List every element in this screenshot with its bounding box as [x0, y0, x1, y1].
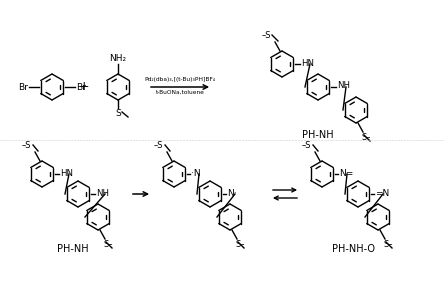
Text: NH: NH: [96, 188, 109, 197]
Text: PH-NH: PH-NH: [302, 130, 334, 140]
Text: N=: N=: [339, 169, 353, 177]
Text: Br: Br: [76, 83, 86, 91]
Text: t-BuONa,toluene: t-BuONa,toluene: [155, 90, 204, 95]
Text: PH-NH: PH-NH: [57, 244, 89, 254]
Text: S–: S–: [235, 240, 245, 249]
Text: –S: –S: [262, 31, 271, 40]
Text: +: +: [79, 80, 89, 94]
Text: S: S: [115, 109, 121, 118]
Text: HN: HN: [60, 169, 73, 177]
Text: Br: Br: [18, 83, 28, 91]
Text: =N: =N: [375, 188, 389, 197]
Text: N·: N·: [227, 188, 237, 197]
Text: –S: –S: [301, 141, 311, 150]
Text: Pd₂(dba)₃,[(t-Bu)₃PH]BF₄: Pd₂(dba)₃,[(t-Bu)₃PH]BF₄: [144, 77, 215, 82]
Text: NH₂: NH₂: [109, 54, 127, 63]
Text: HN: HN: [301, 58, 314, 67]
Text: ·N: ·N: [191, 169, 201, 177]
Text: S–: S–: [103, 240, 112, 249]
Text: NH: NH: [337, 81, 350, 91]
Text: –S: –S: [21, 141, 31, 150]
Text: PH-NH-O: PH-NH-O: [332, 244, 374, 254]
Text: S–: S–: [361, 133, 370, 142]
Text: –S: –S: [154, 141, 163, 150]
Text: S–: S–: [383, 240, 392, 249]
